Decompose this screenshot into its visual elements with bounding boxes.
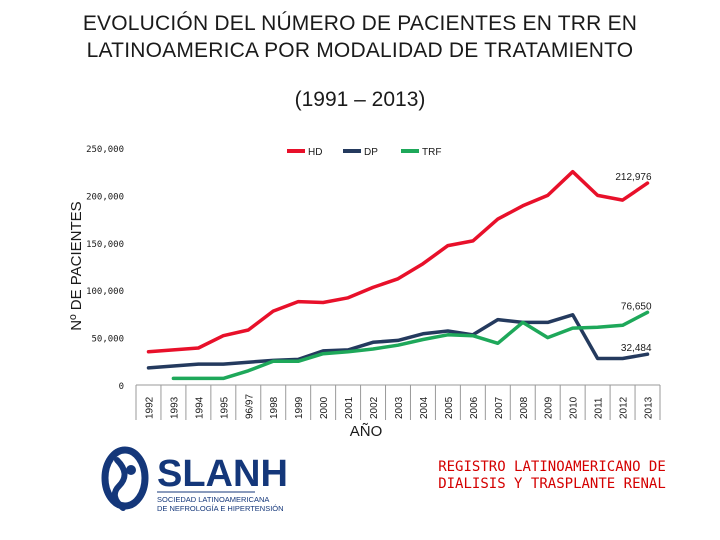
data-label-dp: 32,484: [621, 343, 652, 354]
series-line-hd: [146, 169, 650, 354]
legend-label-dp: DP: [364, 147, 378, 158]
y-axis-title: Nº DE PACIENTES: [68, 201, 85, 330]
source-footnote: REGISTRO LATINOAMERICANO DE DIALISIS Y T…: [412, 459, 692, 493]
y-tick-label: 250,000: [86, 145, 124, 155]
x-tick-label: 1999: [294, 396, 305, 419]
x-tick-label: 2004: [419, 396, 430, 419]
y-tick-label: 150,000: [86, 240, 124, 250]
x-tick-label: 1993: [169, 396, 180, 419]
data-label-trf: 76,650: [621, 301, 652, 312]
y-tick-label: 200,000: [86, 192, 124, 202]
x-axis-title: AÑO: [350, 423, 383, 440]
x-tick-label: 2001: [344, 396, 355, 419]
x-tick-label: 2010: [569, 396, 580, 419]
chart-title-line-2: LATINOAMERICA POR MODALIDAD DE TRATAMIEN…: [86, 39, 634, 62]
x-tick-label: 2012: [619, 396, 630, 419]
x-tick-label: 2007: [494, 396, 505, 419]
slanh-logo: SLANH SOCIEDAD LATINOAMERICANA DE NEFROL…: [101, 446, 288, 513]
series-line-dp: [146, 313, 650, 370]
source-footnote-line-1: REGISTRO LATINOAMERICANO DE: [438, 459, 666, 475]
x-tick-label: 2003: [394, 396, 405, 419]
y-tick-label: 50,000: [91, 335, 124, 345]
chart-title: EVOLUCIÓN DEL NÚMERO DE PACIENTES EN TRR…: [0, 10, 720, 64]
x-tick-label: 2008: [519, 396, 530, 419]
x-tick-label: 2006: [469, 396, 480, 419]
y-tick-label: 100,000: [86, 287, 124, 297]
x-tick-label: 2000: [319, 396, 330, 419]
kidney-logo-icon: [101, 446, 149, 511]
chart-subtitle: (1991 – 2013): [294, 88, 426, 111]
y-tick-label: 0: [119, 382, 124, 392]
chart-title-line-1: EVOLUCIÓN DEL NÚMERO DE PACIENTES EN TRR…: [82, 12, 638, 35]
x-tick-label: 2002: [369, 396, 380, 419]
x-tick-label: 1995: [219, 396, 230, 419]
x-tick-label: 1994: [194, 396, 205, 419]
data-label-hd: 212,976: [615, 172, 652, 183]
legend-label-hd: HD: [308, 147, 322, 158]
logo-tagline-line-1: SOCIEDAD LATINOAMERICANA: [157, 495, 269, 504]
x-tick-label: 2005: [444, 396, 455, 419]
x-tick-label: 2011: [594, 397, 605, 419]
logo-tagline-line-2: DE NEFROLOGÍA E HIPERTENSIÓN: [157, 504, 284, 513]
legend-label-trf: TRF: [422, 147, 441, 158]
x-tick-label: 2013: [644, 396, 655, 419]
source-footnote-line-2: DIALISIS Y TRASPLANTE RENAL: [438, 476, 666, 492]
x-tick-label: 2009: [544, 396, 555, 419]
x-tick-label: 96/97: [244, 394, 255, 419]
series-line-trf: [171, 310, 650, 381]
x-tick-label: 1992: [144, 396, 155, 419]
x-tick-label: 1998: [269, 396, 280, 419]
logo-name: SLANH: [157, 453, 288, 495]
